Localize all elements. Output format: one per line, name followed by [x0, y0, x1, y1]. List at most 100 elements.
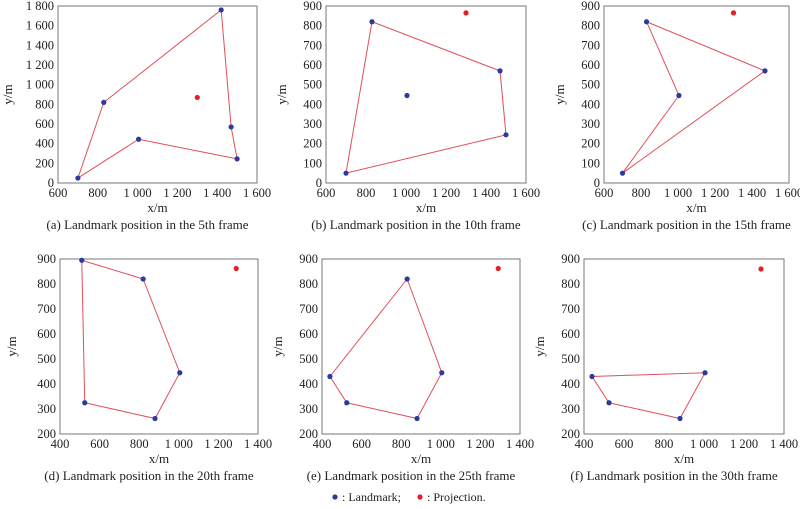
- y-tick-label: 900: [299, 252, 318, 266]
- x-tick-label: 600: [49, 186, 68, 200]
- y-tick-label: 200: [37, 427, 56, 441]
- y-tick-label: 200: [35, 156, 54, 170]
- projection-point: [463, 10, 469, 16]
- x-tick-label: 400: [51, 437, 70, 451]
- y-tick-label: 0: [594, 176, 600, 190]
- subplot-c: 600 800 1 000 1 200 1 400 1 600 0 100 200 300 400 5…: [552, 0, 800, 232]
- x-tick-label: 1 600: [512, 186, 540, 200]
- landmark-point: [327, 373, 333, 380]
- subplot-d: 400 600 800 1 000 1 200 1 400 200 300 400 500 600 7…: [4, 252, 272, 483]
- landmark-point: [404, 92, 410, 99]
- landmark-point: [439, 370, 445, 376]
- landmark-point: [606, 400, 612, 406]
- y-tick-label: 400: [37, 377, 56, 391]
- landmark-point: [140, 276, 146, 282]
- plot-area: [321, 258, 521, 435]
- landmark-point: [589, 373, 595, 380]
- landmark-point: [497, 68, 503, 74]
- landmark-polygon: [345, 21, 507, 174]
- x-tick-label: 1 200: [466, 437, 494, 451]
- legend-landmark-marker: [332, 494, 338, 500]
- y-axis-label: y/m: [274, 84, 289, 104]
- x-tick-label: 1 200: [730, 437, 758, 451]
- legend-landmark-label: : Landmark;: [342, 490, 401, 504]
- subplots: 600 800 1 000 1 200 1 400 1 60002004006008001…: [0, 0, 800, 483]
- landmark-polygon: [329, 278, 443, 420]
- y-tick-label: 700: [299, 302, 318, 316]
- landmark-polygon: [81, 259, 181, 420]
- subplot-a: 600 800 1 000 1 200 1 400 1 600 0 200 400 600 800 1…: [0, 0, 271, 232]
- y-tick-label: 0: [48, 176, 54, 190]
- y-axis-label: y/m: [552, 84, 567, 104]
- landmark-point: [503, 132, 509, 138]
- x-tick-label: 800: [130, 437, 149, 451]
- subplot-caption: (d) Landmark position in the 20th frame: [44, 468, 254, 483]
- landmark-point: [344, 400, 350, 406]
- landmark-point: [135, 136, 142, 142]
- y-tick-label: 300: [581, 117, 600, 131]
- x-tick-label: 1 000: [664, 186, 692, 200]
- x-tick-label: 600: [615, 437, 634, 451]
- landmark-point: [152, 415, 158, 422]
- x-axis-label: x/m: [686, 200, 706, 215]
- landmark-polygon: [591, 372, 706, 420]
- plot-area: [325, 5, 527, 184]
- y-tick-label: 500: [581, 78, 600, 92]
- y-tick-label: 600: [37, 327, 56, 341]
- landmark-point: [676, 92, 682, 99]
- y-tick-label: 600: [303, 58, 322, 72]
- y-tick-label: 200: [581, 137, 600, 151]
- subplot-caption: (e) Landmark position in the 25th frame: [307, 468, 516, 483]
- landmark-point: [101, 99, 107, 105]
- x-tick-label: 1 600: [243, 186, 271, 200]
- y-tick-label: 0: [316, 176, 322, 190]
- x-tick-label: 1 000: [124, 186, 152, 200]
- x-tick-label: 1 400: [472, 186, 500, 200]
- y-tick-label: 200: [303, 137, 322, 151]
- y-tick-label: 400: [561, 377, 580, 391]
- x-tick-label: 1 400: [738, 186, 766, 200]
- y-tick-label: 900: [303, 0, 322, 13]
- y-tick-label: 300: [303, 117, 322, 131]
- y-tick-label: 1 600: [26, 19, 54, 33]
- y-tick-label: 800: [561, 277, 580, 291]
- y-tick-label: 500: [299, 352, 318, 366]
- y-tick-label: 700: [581, 38, 600, 52]
- x-tick-label: 1 200: [204, 437, 232, 451]
- landmark-polygon: [622, 21, 766, 174]
- y-axis-label: y/m: [270, 336, 285, 356]
- y-tick-label: 400: [299, 377, 318, 391]
- landmark-point: [702, 370, 708, 376]
- x-tick-label: 1 400: [506, 437, 534, 451]
- x-axis-label: x/m: [416, 200, 436, 215]
- x-tick-label: 400: [575, 437, 594, 451]
- y-tick-label: 200: [299, 427, 318, 441]
- y-tick-label: 700: [37, 302, 56, 316]
- x-tick-label: 800: [88, 186, 107, 200]
- y-tick-label: 900: [581, 0, 600, 13]
- x-axis-label: x/m: [411, 451, 431, 466]
- y-tick-label: 800: [303, 19, 322, 33]
- y-tick-label: 600: [561, 327, 580, 341]
- x-tick-label: 1 000: [165, 437, 193, 451]
- x-tick-label: 600: [595, 186, 614, 200]
- x-tick-label: 1 000: [392, 186, 420, 200]
- landmark-point: [234, 156, 240, 162]
- y-tick-label: 600: [35, 117, 54, 131]
- legend-projection-marker: [417, 494, 423, 500]
- plot-area: [583, 258, 785, 435]
- y-tick-label: 400: [581, 97, 600, 111]
- plot-area: [57, 5, 258, 184]
- y-tick-label: 500: [37, 352, 56, 366]
- x-tick-label: 1 000: [690, 437, 718, 451]
- subplot-caption: (b) Landmark position in the 10th frame: [311, 217, 521, 232]
- y-axis-label: y/m: [532, 336, 547, 356]
- x-tick-label: 1 200: [701, 186, 729, 200]
- y-tick-label: 300: [37, 402, 56, 416]
- landmark-polygon: [77, 8, 238, 179]
- y-tick-label: 600: [299, 327, 318, 341]
- projection-point: [758, 266, 764, 272]
- y-axis-label: y/m: [0, 84, 15, 104]
- y-tick-label: 1 400: [26, 38, 54, 52]
- x-tick-label: 600: [90, 437, 109, 451]
